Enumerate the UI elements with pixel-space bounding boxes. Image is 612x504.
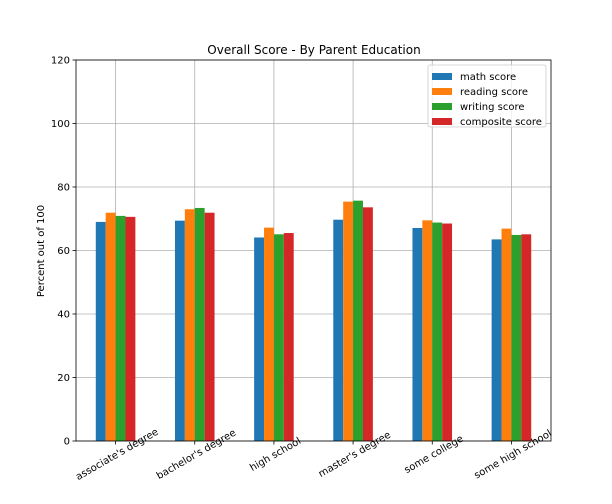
bar (333, 219, 344, 441)
y-axis: 0 20 40 60 80 100 120 (51, 56, 76, 448)
legend-box (427, 64, 547, 128)
legend-label: math score (460, 72, 516, 83)
y-tick-label: 40 (57, 310, 70, 321)
bar (184, 209, 195, 441)
bar (412, 227, 423, 441)
bar (204, 212, 215, 441)
legend-swatch (432, 118, 452, 125)
bar (174, 220, 185, 441)
bar (491, 239, 502, 441)
bar (115, 215, 126, 441)
bar (343, 201, 354, 441)
bar (511, 234, 522, 441)
bar (254, 237, 265, 441)
y-tick-label: 20 (57, 373, 70, 384)
legend: math score reading score writing score comp… (427, 64, 547, 128)
bar (125, 216, 136, 441)
bar (442, 223, 453, 441)
legend-label: composite score (460, 117, 542, 128)
legend-label: writing score (460, 102, 525, 113)
legend-swatch (432, 103, 452, 110)
bar (362, 207, 373, 441)
bar (105, 212, 116, 441)
y-tick-label: 0 (64, 437, 70, 448)
bar (283, 233, 294, 441)
bars (95, 200, 532, 441)
bar (264, 227, 274, 441)
legend-swatch (432, 88, 452, 95)
bar (273, 234, 284, 441)
bar (501, 228, 512, 441)
bar (521, 234, 532, 441)
bar (194, 207, 205, 441)
chart-title: Overall Score - By Parent Education (207, 43, 420, 57)
y-tick-label: 60 (57, 246, 70, 257)
x-tick-label: high school (248, 436, 303, 474)
y-tick-label: 120 (51, 56, 70, 67)
y-axis-label: Percent out of 100 (36, 205, 47, 297)
bar (353, 200, 363, 441)
y-tick-label: 100 (51, 119, 70, 130)
legend-label: reading score (460, 87, 528, 98)
y-tick-label: 80 (57, 183, 70, 194)
bar (95, 221, 106, 441)
legend-swatch (432, 73, 452, 80)
bar (422, 220, 433, 441)
bar (432, 222, 443, 441)
